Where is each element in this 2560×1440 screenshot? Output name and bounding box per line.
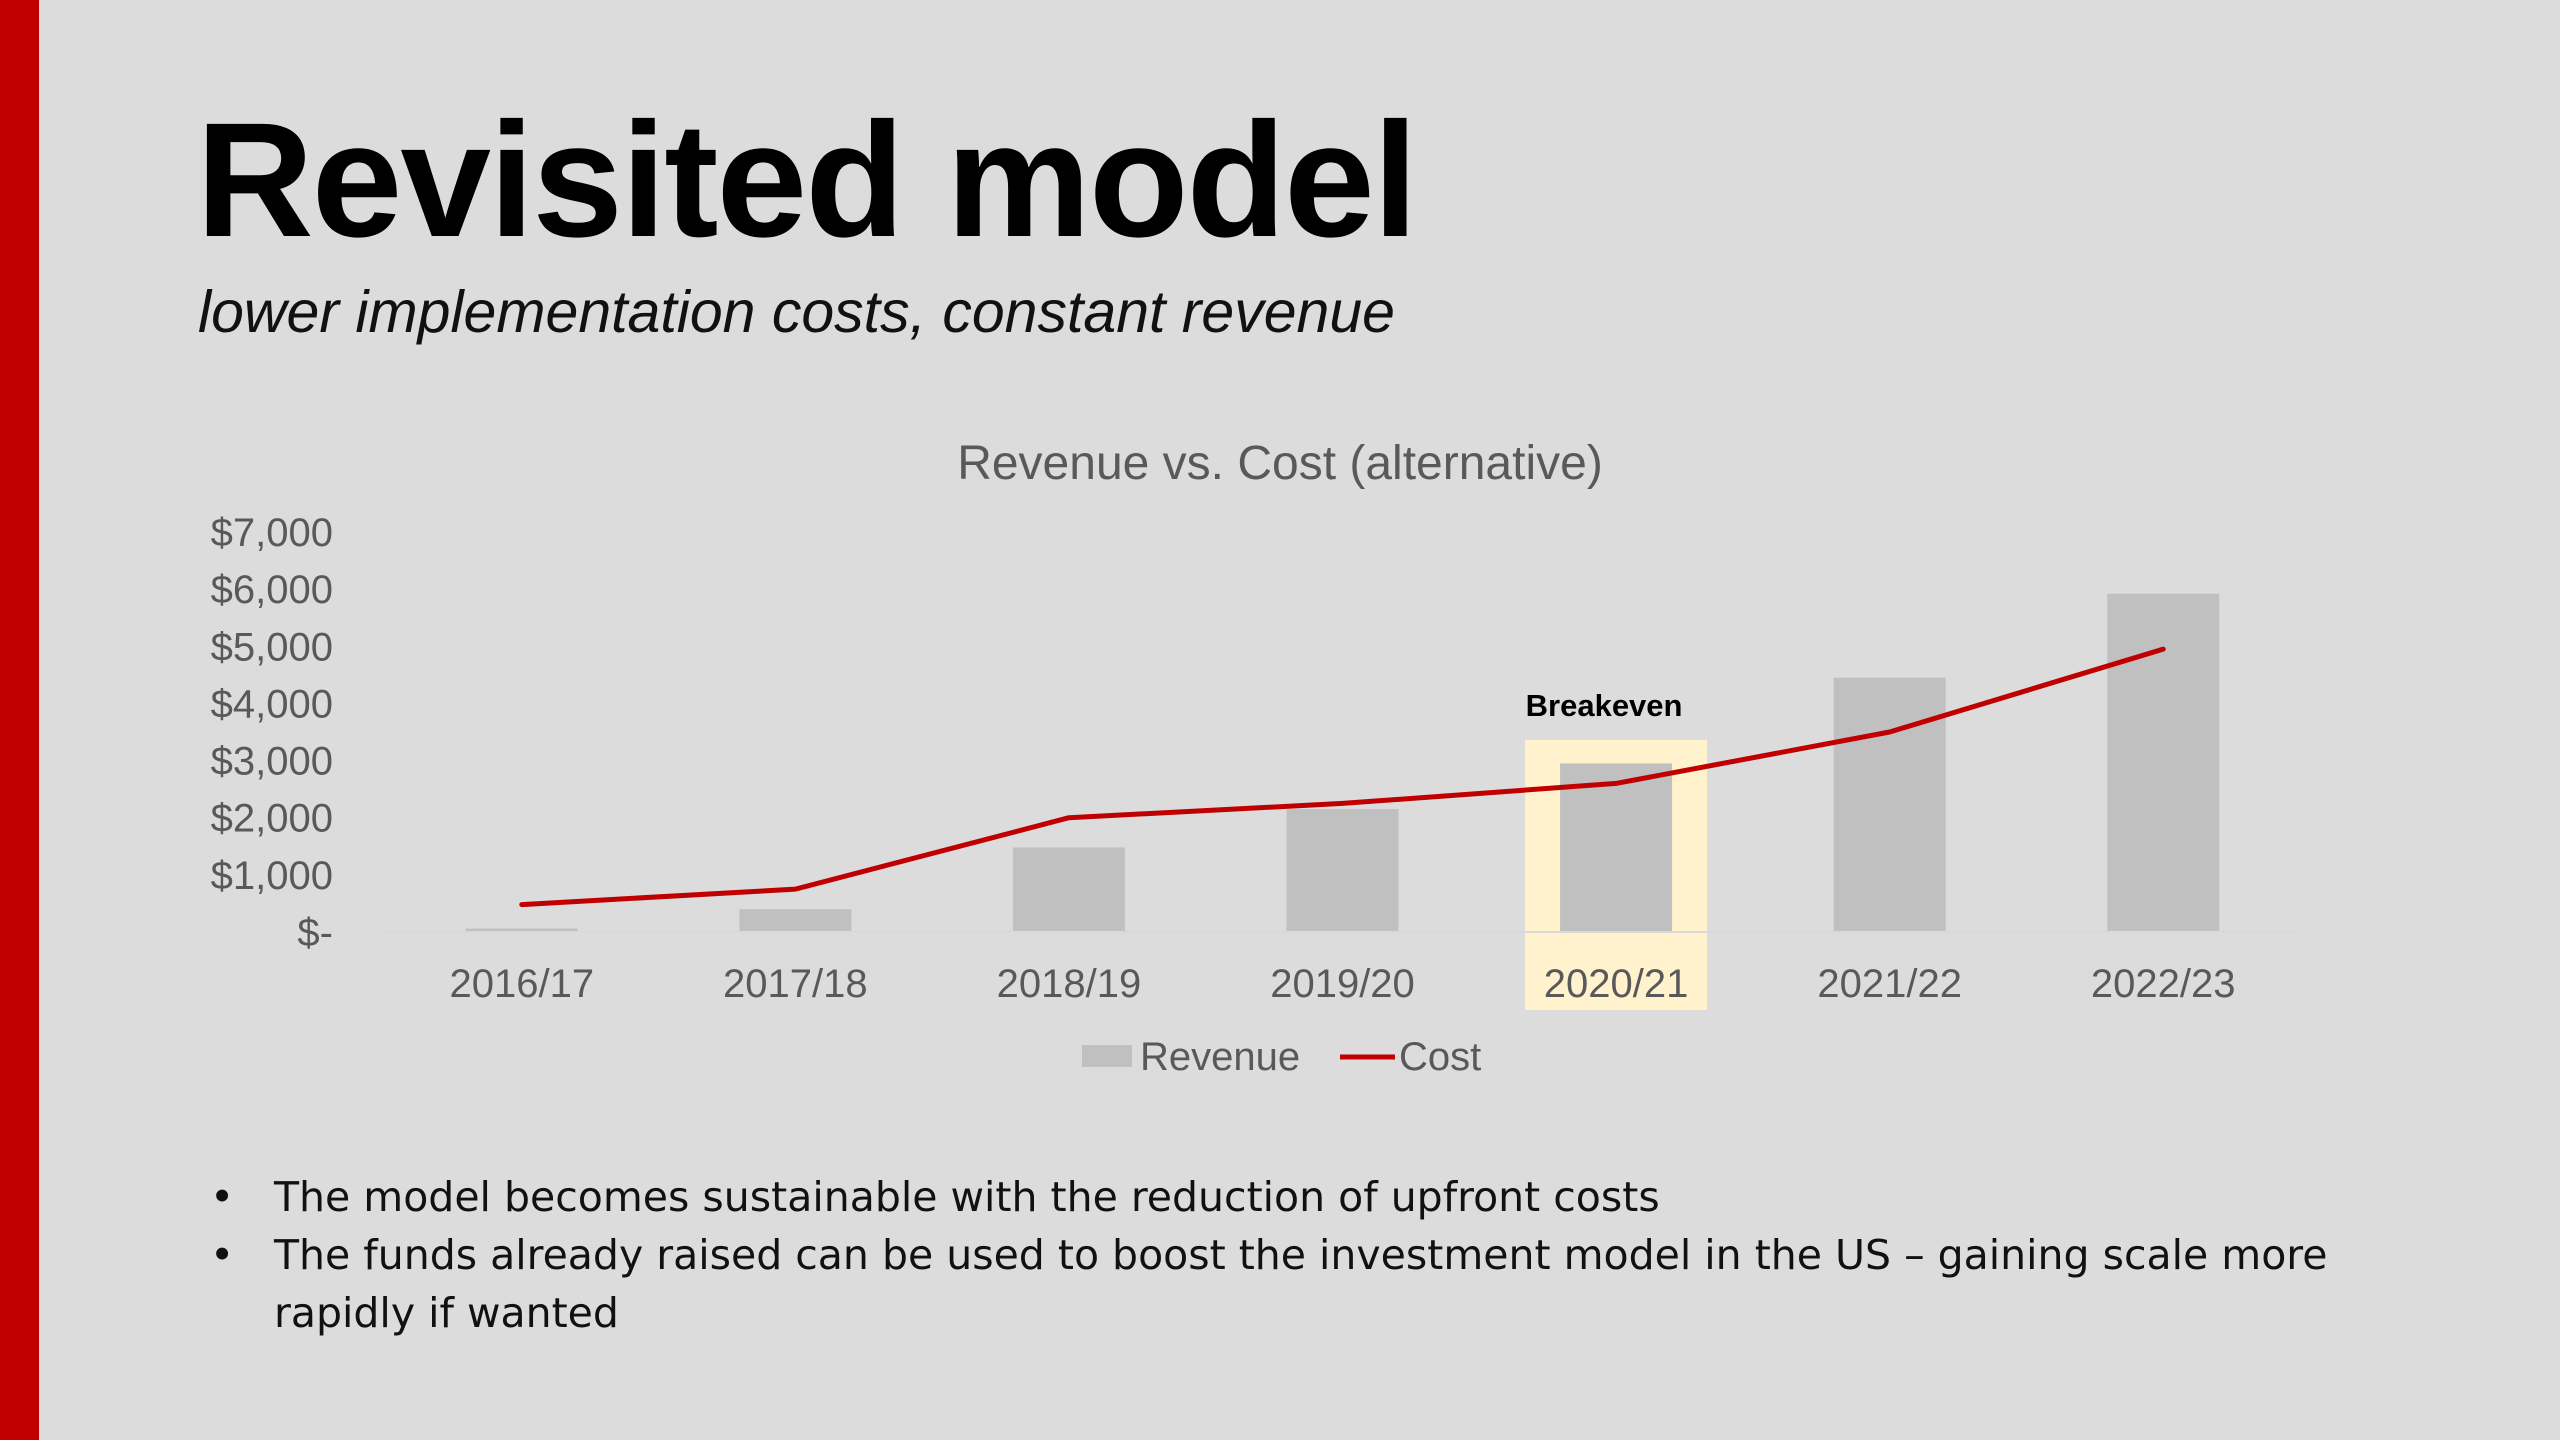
slide-subtitle: lower implementation costs, constant rev… [198, 279, 1395, 345]
legend-revenue-label: Revenue [1140, 1035, 1300, 1079]
cost-line [519, 646, 2166, 908]
y-tick-label: $4,000 [211, 682, 333, 726]
bullet-item: • The funds already raised can be used t… [210, 1226, 2410, 1342]
y-tick-label: $2,000 [211, 797, 333, 841]
x-tick-label: 2022/23 [2091, 962, 2236, 1006]
bullet-dot: • [210, 1173, 235, 1221]
revenue-bar [739, 909, 852, 932]
revenue-bar [1286, 809, 1399, 932]
x-tick-label: 2017/18 [723, 962, 868, 1006]
revenue-bar [2107, 593, 2220, 932]
revenue-bar [1012, 847, 1125, 932]
x-tick-label: 2020/21 [1544, 962, 1689, 1006]
y-tick-label: $- [297, 911, 333, 955]
accent-bar [0, 0, 39, 1440]
y-tick-label: $6,000 [211, 568, 333, 612]
bullet-dot: • [210, 1231, 235, 1279]
x-tick-label: 2018/19 [997, 962, 1142, 1006]
legend-revenue-swatch [1082, 1045, 1132, 1067]
chart-title: Revenue vs. Cost (alternative) [957, 437, 1603, 490]
bullet-list: • The model becomes sustainable with the… [210, 1168, 2410, 1342]
x-tick-label: 2021/22 [1817, 962, 1962, 1006]
x-tick-label: 2019/20 [1270, 962, 1415, 1006]
bullet-text: The model becomes sustainable with the r… [274, 1173, 1660, 1221]
revenue-bar [1560, 763, 1673, 932]
bullet-item: • The model becomes sustainable with the… [210, 1168, 2410, 1226]
revenue-bar [1833, 677, 1946, 932]
y-tick-label: $1,000 [211, 854, 333, 898]
bullet-text: The funds already raised can be used to … [274, 1231, 2328, 1337]
x-tick-label: 2016/17 [449, 962, 594, 1006]
y-tick-label: $7,000 [211, 511, 333, 555]
breakeven-label: Breakeven [1526, 688, 1683, 723]
revenue-bar [465, 928, 578, 932]
y-tick-label: $3,000 [211, 740, 333, 784]
y-tick-label: $5,000 [211, 625, 333, 669]
legend-cost-label: Cost [1399, 1035, 1481, 1079]
slide-title: Revisited model [196, 88, 1418, 271]
